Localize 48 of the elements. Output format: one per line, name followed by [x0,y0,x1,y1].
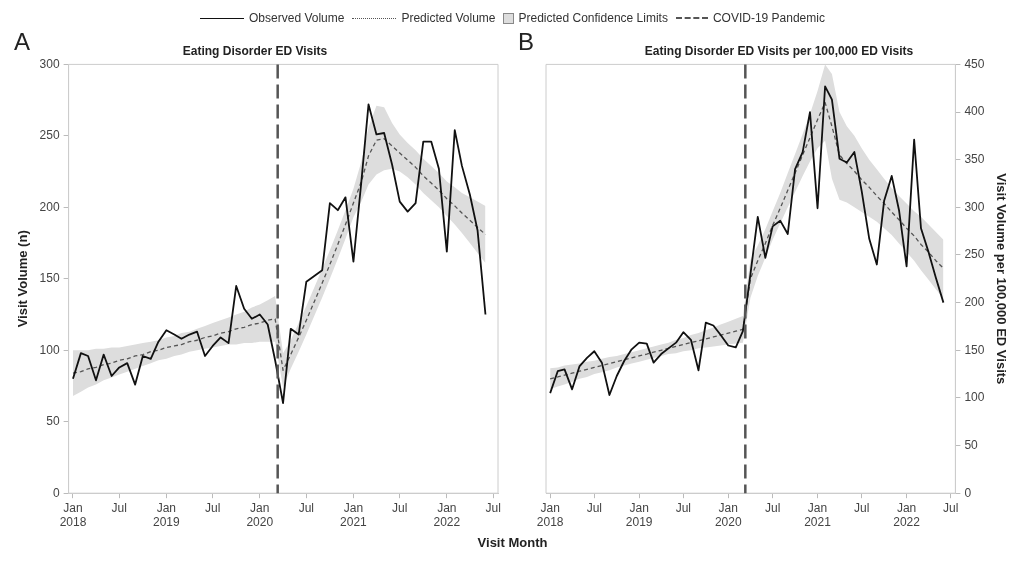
text: Predicted Confidence Limits [518,11,668,25]
y-tick-label: 200 [39,199,60,214]
x-tick-label: Jan 2020 [714,500,742,530]
y2-tick-label: 0 [964,485,972,500]
x-tick-label: Jul [586,500,602,515]
x-tick-label: Jul [392,500,408,515]
y2-tick-label: 400 [964,104,985,119]
y-tick-label: 150 [39,271,60,286]
y-tick-label: 300 [39,56,60,71]
chart-title: Eating Disorder ED Visits [182,43,328,58]
x-tick-label: Jul [111,500,127,515]
text: A [14,28,31,56]
legend-label: COVID-19 Pandemic [712,11,825,25]
x-tick-label: Jan 2018 [536,500,564,530]
y2-tick-label: 150 [964,342,985,357]
y2-tick-label: 50 [964,437,979,452]
x-tick-label: Jan 2022 [893,500,921,530]
x-tick-label: Jan 2022 [433,500,461,530]
y2-tick-label: 100 [964,390,985,405]
y-tick-label: 50 [46,414,60,429]
y2-tick-label: 350 [964,152,985,166]
y2-tick-label: 200 [964,294,985,309]
legend-label: Observed Volume [249,11,345,25]
chart-title: Eating Disorder ED Visits per 100,000 ED Visits [644,43,914,58]
y-tick-label: 100 [39,342,60,357]
y2-axis-title: Visit Volume per 100,000 ED Visits [993,173,1009,385]
y-tick-label: 0 [52,485,60,500]
y2-tick-label: 450 [964,56,985,71]
legend-label: Predicted Volume [401,11,496,25]
x-tick-label: Jul [298,500,315,515]
x-tick-label: Jan 2019 [625,500,653,530]
y2-tick-label: 250 [964,247,985,262]
x-tick-label: Jul [854,500,870,515]
x-tick-label: Jan 2021 [340,500,368,530]
x-tick-label: Jan 2021 [804,500,832,530]
x-tick-label: Jan 2019 [153,500,181,530]
y-axis-title: Visit Volume (n) [15,230,31,328]
x-tick-label: Jul [485,500,501,515]
x-tick-label: Jul [764,500,781,515]
x-tick-label: Jul [205,500,221,515]
text: B [518,28,535,56]
y-tick-label: 250 [39,128,60,143]
x-tick-label: Jan 2018 [59,500,87,530]
x-tick-label: Jan 2020 [246,500,274,530]
y2-tick-label: 300 [964,199,985,214]
x-axis-title: Visit Month [476,535,549,550]
x-tick-label: Jul [943,500,959,515]
x-tick-label: Jul [675,500,692,515]
